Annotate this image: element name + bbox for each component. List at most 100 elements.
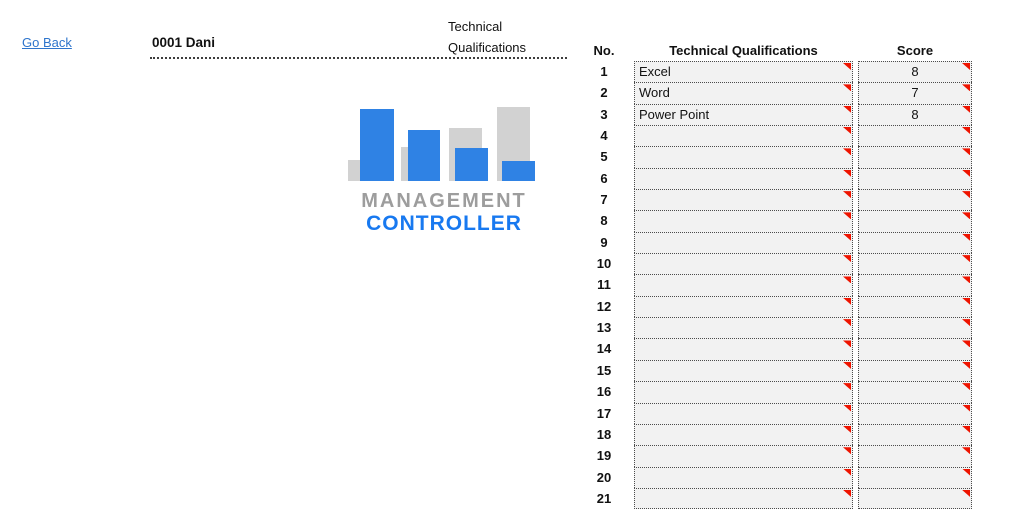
comment-marker-icon bbox=[962, 233, 970, 241]
comment-marker-icon bbox=[843, 319, 851, 327]
row-number-label: 8 bbox=[600, 213, 608, 229]
row-number-label: 5 bbox=[600, 149, 608, 165]
comment-marker-icon bbox=[843, 148, 851, 156]
row-number-label: 4 bbox=[600, 128, 608, 144]
score-cell[interactable]: 8 bbox=[858, 103, 972, 126]
score-cell[interactable] bbox=[858, 295, 972, 318]
go-back-link[interactable]: Go Back bbox=[22, 35, 72, 50]
qualification-cell[interactable] bbox=[634, 317, 853, 339]
logo-bar bbox=[360, 109, 394, 181]
table-row: 8 bbox=[585, 210, 972, 232]
table-row: 3 Power Point 8 bbox=[585, 103, 972, 126]
comment-marker-icon bbox=[843, 255, 851, 263]
comment-marker-icon bbox=[843, 169, 851, 177]
score-value: 8 bbox=[911, 106, 919, 122]
qualification-cell[interactable] bbox=[634, 231, 853, 254]
comment-marker-icon bbox=[962, 361, 970, 369]
score-cell[interactable] bbox=[858, 445, 972, 467]
qualification-cell[interactable] bbox=[634, 423, 853, 446]
row-number-label: 1 bbox=[600, 64, 608, 79]
comment-marker-icon bbox=[962, 255, 970, 263]
comment-marker-icon bbox=[962, 489, 970, 497]
score-cell[interactable] bbox=[858, 125, 972, 147]
comment-marker-icon bbox=[962, 276, 970, 284]
score-cell[interactable]: 7 bbox=[858, 82, 972, 104]
section-title: Technical Qualifications bbox=[448, 16, 526, 58]
row-number-label: 2 bbox=[600, 85, 608, 101]
qualification-value: Word bbox=[639, 85, 670, 101]
comment-marker-icon bbox=[962, 212, 970, 220]
section-title-line2: Qualifications bbox=[448, 40, 527, 55]
qualification-cell[interactable] bbox=[634, 274, 853, 296]
row-number-label: 19 bbox=[596, 448, 612, 464]
comment-marker-icon bbox=[962, 105, 970, 113]
comment-marker-icon bbox=[843, 191, 851, 199]
comment-marker-icon bbox=[843, 297, 851, 305]
comment-marker-icon bbox=[843, 447, 851, 455]
column-header-qualifications: Technical Qualifications bbox=[669, 43, 818, 58]
logo-bar bbox=[455, 148, 488, 181]
row-number-label: 7 bbox=[600, 192, 608, 208]
table-row: 7 bbox=[585, 189, 972, 211]
comment-marker-icon bbox=[962, 468, 970, 476]
qualification-cell[interactable] bbox=[634, 125, 853, 147]
score-cell[interactable] bbox=[858, 317, 972, 339]
score-cell[interactable] bbox=[858, 359, 972, 382]
qualification-cell[interactable] bbox=[634, 295, 853, 318]
logo-bar bbox=[502, 161, 535, 181]
comment-marker-icon bbox=[962, 383, 970, 391]
qualification-cell[interactable] bbox=[634, 167, 853, 190]
qualification-cell[interactable]: Power Point bbox=[634, 103, 853, 126]
score-cell[interactable] bbox=[858, 466, 972, 488]
table-row: 12 bbox=[585, 295, 972, 318]
qualification-cell[interactable] bbox=[634, 466, 853, 488]
comment-marker-icon bbox=[962, 169, 970, 177]
qualification-cell[interactable] bbox=[634, 210, 853, 232]
comment-marker-icon bbox=[843, 212, 851, 220]
score-cell[interactable] bbox=[858, 487, 972, 510]
score-cell[interactable] bbox=[858, 146, 972, 168]
row-number-label: 11 bbox=[597, 277, 611, 293]
score-cell[interactable] bbox=[858, 189, 972, 211]
qualification-cell[interactable] bbox=[634, 146, 853, 168]
qualification-cell[interactable] bbox=[634, 487, 853, 510]
qualification-cell[interactable] bbox=[634, 338, 853, 360]
logo-bar bbox=[348, 160, 360, 181]
table-row: 13 bbox=[585, 317, 972, 339]
qualification-cell[interactable] bbox=[634, 445, 853, 467]
table-row: 21 bbox=[585, 487, 972, 510]
qualification-cell[interactable] bbox=[634, 359, 853, 382]
row-number-label: 12 bbox=[596, 298, 612, 314]
score-cell[interactable] bbox=[858, 338, 972, 360]
qualification-cell[interactable]: Excel bbox=[634, 61, 853, 83]
comment-marker-icon bbox=[843, 84, 851, 92]
comment-marker-icon bbox=[962, 84, 970, 92]
score-cell[interactable] bbox=[858, 381, 972, 403]
comment-marker-icon bbox=[843, 276, 851, 284]
comment-marker-icon bbox=[962, 447, 970, 455]
comment-marker-icon bbox=[962, 425, 970, 433]
score-cell[interactable] bbox=[858, 274, 972, 296]
section-title-line1: Technical bbox=[448, 19, 503, 34]
score-cell[interactable]: 8 bbox=[858, 61, 972, 83]
score-cell[interactable] bbox=[858, 253, 972, 275]
score-cell[interactable] bbox=[858, 231, 972, 254]
row-number-label: 3 bbox=[600, 106, 608, 122]
qualification-cell[interactable]: Word bbox=[634, 82, 853, 104]
score-value: 8 bbox=[911, 64, 919, 79]
score-cell[interactable] bbox=[858, 167, 972, 190]
score-cell[interactable] bbox=[858, 423, 972, 446]
employee-id-label: 0001 Dani bbox=[152, 35, 216, 50]
qualification-value: Excel bbox=[639, 64, 671, 79]
qualification-cell[interactable] bbox=[634, 402, 853, 424]
score-cell[interactable] bbox=[858, 402, 972, 424]
comment-marker-icon bbox=[843, 105, 851, 113]
table-row: 9 bbox=[585, 231, 972, 254]
logo-text-controller: CONTROLLER bbox=[366, 212, 522, 235]
row-number-label: 17 bbox=[596, 405, 612, 421]
qualification-cell[interactable] bbox=[634, 189, 853, 211]
table-row: 19 bbox=[585, 445, 972, 467]
qualification-cell[interactable] bbox=[634, 253, 853, 275]
score-cell[interactable] bbox=[858, 210, 972, 232]
qualification-cell[interactable] bbox=[634, 381, 853, 403]
